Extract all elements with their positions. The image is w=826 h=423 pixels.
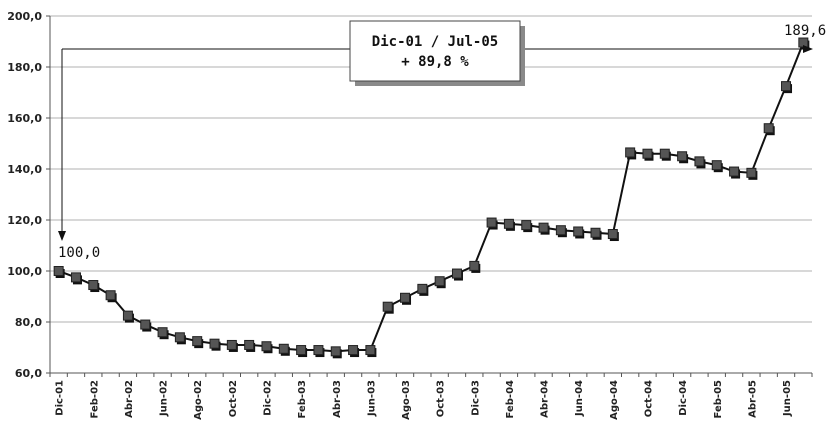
data-point [313,345,324,356]
change-annotation: Dic-01 / Jul-05 + 89,8 % [58,20,813,241]
series-line [58,42,805,353]
data-point [192,336,203,347]
data-label-start: 100,0 [58,245,100,261]
x-tick-label: Jun-02 [159,380,170,417]
x-tick-label: Dic-01 [55,380,66,416]
data-point [781,81,792,92]
data-point [642,148,653,159]
data-point [400,292,411,303]
data-point [711,160,722,171]
data-point [244,339,255,350]
y-tick-label: 100,0 [7,265,42,278]
x-tick-label: Feb-03 [297,380,308,418]
data-point [296,345,307,356]
y-tick-label: 200,0 [7,10,42,23]
x-tick-label: Feb-02 [89,380,100,418]
x-tick-label: Abr-03 [332,380,343,418]
data-point [746,167,757,178]
x-tick-label: Ago-04 [609,380,620,420]
y-tick-label: 180,0 [7,61,42,74]
x-tick-label: Oct-02 [228,380,239,417]
data-point [521,220,532,231]
y-tick-label: 60,0 [15,367,42,380]
series-line-path [58,42,805,353]
x-tick-label: Ago-02 [193,380,204,420]
data-point [451,268,462,279]
data-point [694,156,705,167]
x-tick-label: Feb-04 [505,380,516,418]
data-point [763,123,774,134]
data-point [659,148,670,159]
annotation-period: Dic-01 / Jul-05 [372,34,498,50]
data-point [573,226,584,237]
data-point [469,260,480,271]
x-tick-label: Dic-03 [470,380,481,416]
data-point [122,310,133,321]
annotation-box [349,20,521,82]
data-point [278,343,289,354]
data-point [417,283,428,294]
data-point [88,280,99,291]
axes [46,15,813,377]
x-tick-label: Ago-03 [401,380,412,420]
data-point [140,319,151,330]
data-point [70,272,81,283]
data-point [105,290,116,301]
data-point [486,217,497,228]
x-tick-label: Oct-04 [643,380,654,417]
x-tick-label: Oct-03 [436,380,447,417]
data-point [365,345,376,356]
data-point [382,301,393,312]
y-tick-label: 120,0 [7,214,42,227]
x-tick-label: Feb-05 [713,380,724,418]
data-point [555,225,566,236]
data-point [261,341,272,352]
data-point [330,346,341,357]
series-markers [53,37,810,359]
data-point [590,227,601,238]
x-tick-label: Jun-04 [574,380,585,417]
x-tick-label: Dic-04 [678,380,689,416]
data-point [226,339,237,350]
data-point [798,37,809,48]
annotation-change: + 89,8 % [401,54,469,70]
data-point [607,229,618,240]
data-point [348,345,359,356]
x-tick-labels: Dic-01 Feb-02 Abr-02 Jun-02 Ago-02 Oct-02 Dic-… [55,380,793,420]
data-point [503,218,514,229]
data-label-end: 189,6 [784,23,826,39]
x-tick-label: Dic-02 [262,380,273,416]
x-tick-label: Abr-05 [747,380,758,418]
x-tick-label: Abr-02 [124,380,135,418]
data-point [209,338,220,349]
y-tick-labels: 60,0 80,0 100,0 120,0 140,0 160,0 180,0 200,0 [7,10,42,380]
data-point [625,147,636,158]
data-point [434,276,445,287]
data-point [53,266,64,276]
x-tick-label: Jun-05 [782,380,793,417]
y-tick-label: 140,0 [7,163,42,176]
data-point [157,327,168,338]
data-point [729,166,740,177]
data-point [677,151,688,162]
data-point [174,332,185,343]
data-point [538,222,549,233]
y-tick-label: 80,0 [15,316,42,329]
x-tick-label: Abr-04 [540,380,551,418]
y-tick-label: 160,0 [7,112,42,125]
x-tick-label: Jun-03 [366,380,377,417]
